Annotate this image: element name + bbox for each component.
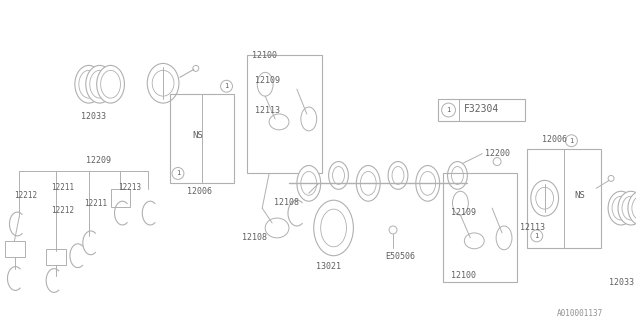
Ellipse shape xyxy=(301,107,317,131)
Circle shape xyxy=(566,135,577,147)
Text: 12211: 12211 xyxy=(84,199,107,208)
Bar xyxy=(438,99,525,121)
Circle shape xyxy=(193,65,199,71)
Text: A010001137: A010001137 xyxy=(557,309,603,318)
Text: 12212: 12212 xyxy=(51,206,74,215)
Ellipse shape xyxy=(452,191,468,215)
Text: 12109: 12109 xyxy=(255,76,280,85)
Text: 12100: 12100 xyxy=(451,271,476,280)
Ellipse shape xyxy=(392,166,404,184)
Ellipse shape xyxy=(360,172,376,195)
Ellipse shape xyxy=(416,165,440,201)
Text: 12006: 12006 xyxy=(187,187,212,196)
Ellipse shape xyxy=(86,65,113,103)
Text: 12211: 12211 xyxy=(51,183,74,192)
Text: 12033: 12033 xyxy=(81,112,106,121)
Ellipse shape xyxy=(301,172,317,195)
Ellipse shape xyxy=(628,191,640,225)
Bar xyxy=(6,241,26,257)
Bar xyxy=(111,189,131,207)
Ellipse shape xyxy=(328,162,348,189)
Text: 1: 1 xyxy=(570,138,573,144)
Ellipse shape xyxy=(447,162,467,189)
Bar xyxy=(443,173,517,283)
Ellipse shape xyxy=(496,226,512,250)
Ellipse shape xyxy=(622,196,640,220)
Ellipse shape xyxy=(97,65,124,103)
Ellipse shape xyxy=(152,70,174,96)
Text: 12033: 12033 xyxy=(609,277,634,286)
Text: 1: 1 xyxy=(225,83,228,89)
Text: 1: 1 xyxy=(534,233,539,239)
Ellipse shape xyxy=(257,72,273,96)
Ellipse shape xyxy=(100,70,120,98)
Circle shape xyxy=(442,103,456,117)
Ellipse shape xyxy=(297,165,321,201)
Ellipse shape xyxy=(465,233,484,249)
Ellipse shape xyxy=(90,70,109,98)
Text: 12108: 12108 xyxy=(243,233,268,242)
Text: 12209: 12209 xyxy=(86,156,111,164)
Ellipse shape xyxy=(608,191,634,225)
Ellipse shape xyxy=(269,114,289,130)
Text: 12113: 12113 xyxy=(520,223,545,232)
Ellipse shape xyxy=(321,209,346,247)
Text: NS: NS xyxy=(193,131,203,140)
Ellipse shape xyxy=(451,166,463,184)
Text: 12212: 12212 xyxy=(15,191,38,200)
Text: 12109: 12109 xyxy=(451,208,476,217)
Bar xyxy=(170,94,234,183)
Text: 12113: 12113 xyxy=(255,106,280,115)
Circle shape xyxy=(172,167,184,180)
Ellipse shape xyxy=(632,196,640,220)
Ellipse shape xyxy=(618,191,640,225)
Ellipse shape xyxy=(356,165,380,201)
Circle shape xyxy=(221,80,232,92)
Circle shape xyxy=(389,226,397,234)
Text: E50506: E50506 xyxy=(385,252,415,261)
Text: 13021: 13021 xyxy=(316,262,340,271)
Ellipse shape xyxy=(265,218,289,238)
Text: 12006: 12006 xyxy=(541,135,566,144)
Ellipse shape xyxy=(75,65,102,103)
Text: 12108: 12108 xyxy=(274,198,299,207)
Bar xyxy=(46,249,66,265)
Ellipse shape xyxy=(531,180,559,216)
Ellipse shape xyxy=(388,162,408,189)
Ellipse shape xyxy=(147,63,179,103)
Circle shape xyxy=(608,175,614,181)
Ellipse shape xyxy=(536,187,554,209)
Text: 12100: 12100 xyxy=(252,51,277,60)
Ellipse shape xyxy=(333,166,344,184)
Circle shape xyxy=(531,230,543,242)
Circle shape xyxy=(493,157,501,165)
Bar xyxy=(247,54,322,173)
Text: NS: NS xyxy=(574,191,585,200)
Text: 12200: 12200 xyxy=(485,149,510,158)
Ellipse shape xyxy=(79,70,99,98)
Ellipse shape xyxy=(612,196,630,220)
Text: F32304: F32304 xyxy=(463,104,499,114)
Bar xyxy=(527,149,601,248)
Ellipse shape xyxy=(314,200,353,256)
Text: 1: 1 xyxy=(176,171,180,176)
Ellipse shape xyxy=(420,172,436,195)
Text: 12213: 12213 xyxy=(118,183,141,192)
Text: 1: 1 xyxy=(447,107,451,113)
